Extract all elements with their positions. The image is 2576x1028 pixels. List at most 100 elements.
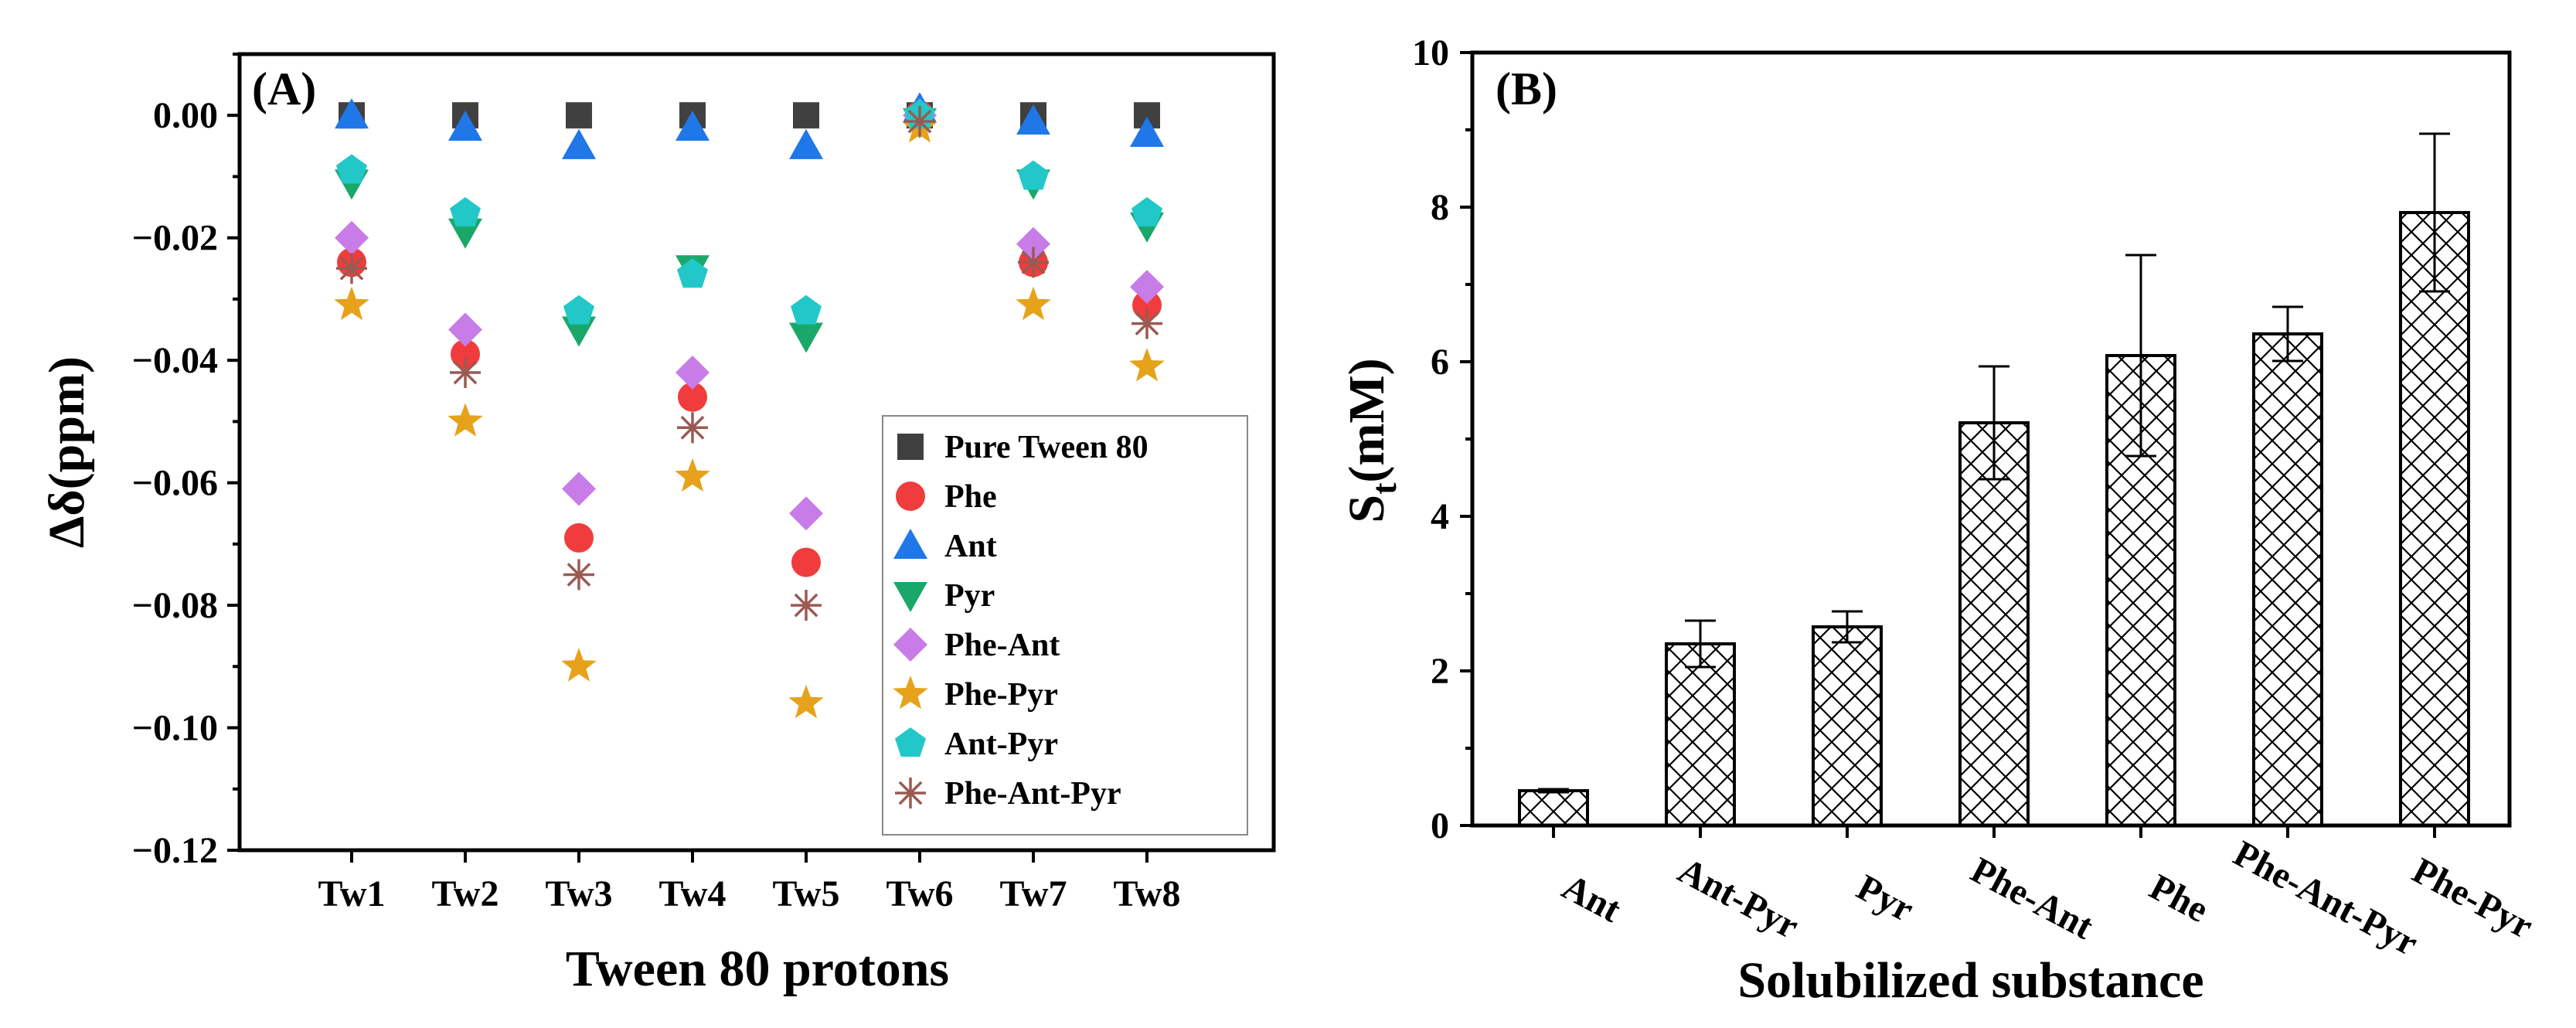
bar-pyr: [1812, 625, 1883, 827]
point-ant-pyr: [450, 197, 481, 226]
x-tick-label-a: Tw1: [318, 873, 385, 914]
legend-label: Phe-Ant: [944, 628, 1060, 663]
point-phe-ant: [675, 356, 710, 390]
legend-marker: [893, 529, 927, 559]
point-ant-pyr: [677, 258, 708, 288]
point-phe: [791, 547, 821, 577]
legend-box: [882, 415, 1248, 836]
point-phe-pyr: [334, 286, 369, 321]
y-axis-label-b: St(mM): [1339, 358, 1404, 523]
x-tick-label-a: Tw3: [545, 873, 612, 914]
point-ant-pyr: [1131, 197, 1162, 226]
point-ant: [562, 128, 596, 159]
y-tick-label-b: 8: [1431, 187, 1449, 228]
error-bar: [1832, 610, 1863, 644]
legend-label: Phe-Pyr: [944, 677, 1058, 713]
point-phe-ant-pyr: [1018, 247, 1049, 278]
x-tick-label-b: Pyr: [1850, 866, 1921, 930]
error-bar: [1685, 619, 1716, 669]
chart-b: (B) 0 2 4 6 8 10 Ant Ant-Pyr Pyr Phe-Ant Phe Phe-A…: [1339, 32, 2540, 1009]
point-phe-ant: [562, 471, 596, 506]
x-tick-label-a: Tw8: [1113, 873, 1180, 914]
panel-label-a: (A): [252, 63, 316, 114]
point-pyr: [789, 322, 823, 353]
y-tick-label-b: 2: [1431, 651, 1449, 692]
panel-label-b: (B): [1496, 63, 1557, 114]
legend-label: Pyr: [944, 578, 995, 614]
bar-ant: [1518, 789, 1589, 827]
legend-marker: [896, 482, 925, 511]
y-label-main: S: [1339, 495, 1395, 523]
point-ant: [335, 98, 369, 129]
y-tick-label-a: −0.10: [132, 708, 218, 749]
point-pure-tween-80: [793, 102, 819, 129]
y-tick-label-b: 0: [1431, 805, 1449, 846]
point-ant-pyr: [563, 294, 594, 325]
point-phe-ant: [335, 220, 369, 255]
point-phe: [1132, 290, 1162, 320]
point-phe-ant: [789, 496, 823, 531]
x-tick-label-a: Tw4: [658, 873, 726, 914]
legend-marker: [895, 727, 926, 757]
x-tick-label-a: Tw7: [999, 873, 1067, 914]
x-tick-label-b: Ant: [1556, 866, 1628, 931]
legend-label: Phe: [944, 479, 997, 515]
x-tick-label-a: Tw5: [772, 873, 839, 914]
bar-ant-pyr: [1665, 642, 1736, 827]
error-bar: [2272, 305, 2303, 363]
error-bar: [1538, 788, 1569, 794]
y-tick-label-a: −0.12: [132, 830, 218, 871]
error-bar: [2419, 132, 2450, 293]
point-phe: [678, 382, 707, 412]
point-phe-ant: [448, 312, 482, 347]
point-ant: [789, 128, 823, 159]
x-tick-label-b: Phe: [2143, 866, 2215, 931]
y-tick-label-a: 0.00: [153, 95, 218, 136]
x-axis-label-a: Tween 80 protons: [566, 941, 949, 997]
point-phe-ant-pyr: [563, 559, 594, 591]
point-phe: [451, 339, 480, 369]
point-ant: [1016, 104, 1050, 135]
point-ant-pyr: [791, 294, 822, 325]
x-tick-label-a: Tw6: [886, 873, 953, 914]
legend-label: Pure Tween 80: [944, 430, 1148, 465]
legend-marker: [897, 434, 924, 460]
point-phe-pyr: [675, 458, 710, 492]
y-label-sub: t: [1364, 482, 1404, 495]
point-pure-tween-80: [566, 102, 592, 129]
point-phe-ant-pyr: [904, 106, 935, 138]
point-phe-pyr: [1129, 348, 1165, 382]
legend-marker: [893, 582, 927, 612]
y-label-rest: (mM): [1339, 358, 1395, 482]
point-phe-ant-pyr: [450, 357, 481, 388]
y-tick-label-a: −0.06: [132, 463, 218, 504]
point-ant-pyr: [336, 154, 367, 184]
error-bar: [1979, 365, 2009, 481]
y-tick-label-a: −0.04: [132, 340, 218, 381]
x-tick-label-b: Phe-Pyr: [2406, 849, 2540, 947]
point-ant: [448, 111, 482, 141]
x-axis-label-b: Solubilized substance: [1737, 952, 2203, 1009]
legend-label: Phe-Ant-Pyr: [944, 776, 1121, 812]
y-tick-label-a: −0.02: [132, 218, 218, 259]
plot-frame-a: [237, 52, 1276, 853]
point-phe-ant-pyr: [1131, 308, 1162, 339]
y-tick-label-b: 10: [1412, 32, 1449, 73]
error-bar: [2125, 254, 2156, 458]
point-phe-pyr: [561, 648, 597, 682]
point-phe-ant-pyr: [791, 590, 822, 621]
legend-a: Pure Tween 80 Phe Ant Pyr Phe-Ant Phe-Pyr Ant-…: [882, 415, 1248, 836]
point-phe-pyr: [447, 403, 483, 437]
x-tick-label-a: Tw2: [431, 873, 499, 914]
point-ant: [1130, 117, 1164, 147]
chart-a: (A) 0.00 −0.02 −0.04 −0.06 −0.08 −0.10 −0.12 T…: [39, 52, 1276, 997]
x-tick-label-b: Ant-Pyr: [1672, 849, 1805, 947]
point-ant-pyr: [1018, 160, 1049, 190]
bar-phe-ant-pyr: [2252, 332, 2323, 827]
point-phe-pyr: [788, 684, 824, 719]
legend-label: Ant: [944, 529, 997, 564]
point-phe-ant-pyr: [336, 253, 367, 284]
point-phe-ant-pyr: [677, 412, 708, 444]
bar-phe-pyr: [2399, 211, 2470, 827]
